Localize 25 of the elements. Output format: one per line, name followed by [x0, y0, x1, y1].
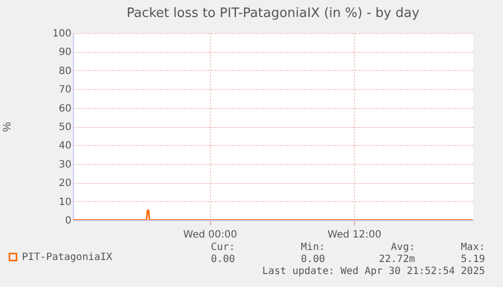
text: 0.00 [300, 254, 325, 265]
text: 22.72m [378, 254, 415, 265]
text: Cur: [210, 242, 235, 253]
y-tick-label: 80 [58, 66, 72, 77]
text: Max: [460, 242, 485, 253]
text: Min: [300, 242, 325, 253]
y-tick-label: 50 [58, 122, 72, 133]
y-tick-label: 30 [58, 159, 72, 170]
y-axis-title: % [1, 122, 14, 132]
y-tick-label: 90 [58, 47, 72, 58]
y-tick-label: 60 [58, 103, 72, 114]
y-tick-label: 70 [58, 84, 72, 96]
x-tick-label: Wed 12:00 [328, 230, 382, 240]
y-tick-label: 100 [52, 28, 72, 40]
text: 5.19 [460, 254, 485, 265]
chart-title: Packet loss to PIT-PatagoniaIX (in %) - by day [126, 6, 420, 21]
y-tick-label: 20 [58, 178, 72, 190]
text: Avg: [390, 242, 415, 253]
y-tick-label: 0 [65, 216, 72, 226]
y-tick-label: 40 [58, 140, 72, 152]
y-tick-label: 10 [58, 196, 72, 208]
text: 0.00 [210, 254, 235, 265]
x-tick-label: Wed 00:00 [183, 230, 238, 240]
text: Last update: Wed Apr 30 21:52:54 2025 [262, 266, 485, 277]
legend-label: PIT-PatagoniaIX [22, 252, 112, 263]
